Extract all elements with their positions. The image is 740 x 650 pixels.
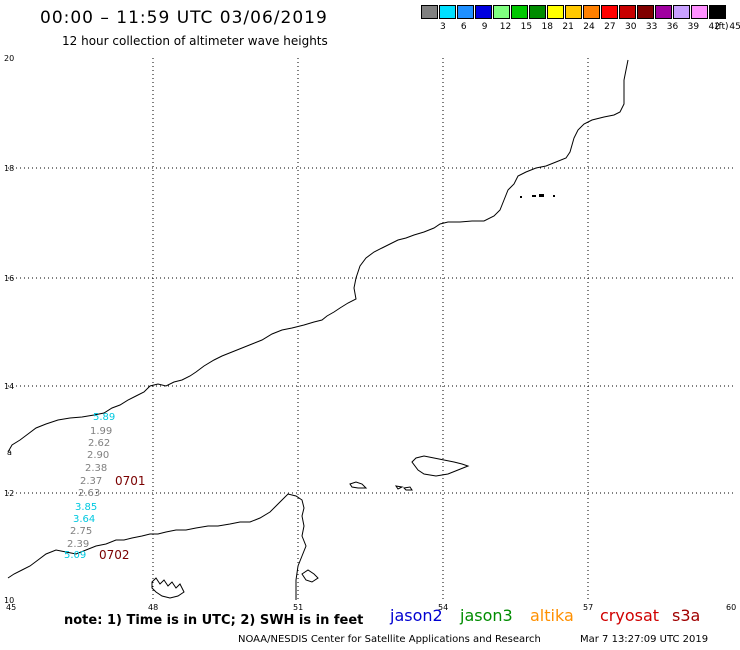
legend-unit: (ft) [715,22,729,32]
legend-labels: 3 6 9 12 15 18 21 24 27 30 33 36 39 42 4… [421,22,740,32]
graticule [8,58,733,601]
legend-label: 3 [440,22,446,32]
small-islands [520,194,555,198]
legend-swatch [601,5,618,19]
x-tick-label: 60 [726,603,736,612]
y-tick-label: 10 [4,596,14,605]
y-edge-label: a [7,448,12,457]
wave-height-label: 2.37 [80,476,102,487]
legend-swatch [511,5,528,19]
legend-swatch [637,5,654,19]
y-tick-label: 18 [4,164,14,173]
legend-swatch [691,5,708,19]
legend-swatch [475,5,492,19]
y-tick-label: 16 [4,274,14,283]
legend-label: 33 [645,22,658,32]
legend-label: 9 [481,22,488,32]
legend-swatch [439,5,456,19]
legend-swatch [565,5,582,19]
legend-label: 18 [541,22,553,32]
track-id-label: 0702 [99,548,130,562]
wave-height-label: 2.90 [87,450,109,461]
legend-swatch [709,5,726,19]
x-tick-label: 48 [148,603,158,612]
track-id-label: 0701 [115,474,146,488]
wave-height-label: 2.63 [78,488,100,499]
wave-height-label: 5.09 [64,550,86,561]
legend-swatch [547,5,564,19]
legend-swatch [421,5,438,19]
x-tick-label: 54 [438,603,448,612]
wave-height-label: 3.64 [73,514,95,525]
legend-swatch [493,5,510,19]
legend-label: 39 [687,22,700,32]
y-tick-label: 14 [4,382,14,391]
satellite-altika: altika [530,606,574,625]
wave-height-label: 2.62 [88,438,110,449]
satellite-s3a: s3a [672,606,701,625]
legend-swatch [529,5,546,19]
footer-note: note: 1) Time is in UTC; 2) SWH is in fe… [64,613,364,628]
legend-label: 21 [562,22,574,32]
x-tick-label: 45 [6,603,16,612]
credit-line: NOAA/NESDIS Center for Satellite Applica… [238,634,541,645]
y-tick-label: 12 [4,489,14,498]
color-legend [421,5,727,19]
legend-swatch [583,5,600,19]
legend-label: 36 [666,22,679,32]
legend-swatch [457,5,474,19]
y-tick-label: 20 [4,54,14,63]
map-title: 00:00 – 11:59 UTC 03/06/2019 [40,8,328,28]
legend-swatch [655,5,672,19]
satellite-jason2: jason2 [390,606,443,625]
legend-label: 42 [708,22,720,32]
x-tick-label: 51 [293,603,303,612]
legend-label: 30 [625,22,637,32]
satellite-jason3: jason3 [460,606,513,625]
satellite-cryosat: cryosat [600,606,660,625]
legend-label: 15 [520,22,533,32]
x-tick-label: 57 [583,603,593,612]
wave-height-label: 2.39 [67,539,89,550]
wave-height-label: 5.89 [93,412,115,423]
legend-label: 45 [729,22,740,32]
legend-swatch [619,5,636,19]
legend-swatch [673,5,690,19]
coastline [7,59,629,600]
wave-height-label: 1.99 [90,426,112,437]
wave-height-label: 2.75 [70,526,92,537]
legend-label: 12 [499,22,512,32]
wave-height-label: 3.85 [75,502,97,513]
map-subtitle: 12 hour collection of altimeter wave hei… [62,34,328,48]
generation-timestamp: Mar 7 13:27:09 UTC 2019 [580,634,709,645]
legend-label: 6 [460,22,467,32]
legend-label: 24 [583,22,595,32]
wave-height-label: 2.38 [85,463,107,474]
legend-label: 27 [604,22,616,32]
